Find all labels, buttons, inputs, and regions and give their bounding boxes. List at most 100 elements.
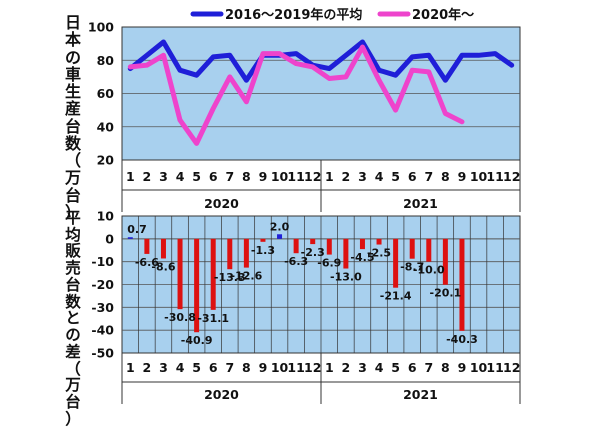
line-y-ticks: 20 40 60 80 100 xyxy=(88,20,114,168)
line-x-tick-label: 10 xyxy=(470,169,488,184)
bar xyxy=(260,238,266,242)
bar-data-label: -2.3 xyxy=(301,246,325,259)
line-x-tick-label: 5 xyxy=(192,169,201,184)
bar-data-label: -21.4 xyxy=(380,290,412,303)
bar-data-label: -13.3 xyxy=(214,271,246,284)
bar-y-tick-label: -30 xyxy=(91,300,114,315)
line-x-tick-label: 8 xyxy=(441,169,450,184)
bar xyxy=(376,238,382,245)
bar xyxy=(177,238,183,310)
bar xyxy=(127,237,133,239)
bar-x-tick-label: 4 xyxy=(375,360,384,375)
ylabel-char: 台 xyxy=(64,185,81,205)
ylabel-char: ） xyxy=(65,409,81,428)
bar-x-tick-label: 9 xyxy=(458,360,467,375)
ylabel-char: 台 xyxy=(65,275,81,294)
legend-label-avg: 2016～2019年の平均 xyxy=(225,7,362,23)
line-y-tick-label: 100 xyxy=(88,20,114,35)
year-label: 2021 xyxy=(403,387,438,402)
ylabel-char: 台 xyxy=(64,116,81,136)
bar xyxy=(359,238,365,250)
bar xyxy=(277,234,283,239)
ylabel-char: 車 xyxy=(64,64,81,84)
ylabel-char: 平 xyxy=(65,209,81,227)
bar xyxy=(144,238,150,254)
year-label: 2021 xyxy=(403,196,438,211)
bar xyxy=(343,238,349,269)
bar-data-label: -20.1 xyxy=(430,287,462,300)
bar-y-tick-label: -40 xyxy=(91,323,114,338)
year-label: 2020 xyxy=(204,196,239,211)
bar-data-label: -12.6 xyxy=(231,270,263,283)
line-x-tick-label: 7 xyxy=(225,169,234,184)
bar-data-labels: 0.7 -6.6-8.6 -30.8 -40.9 -31.1 -13.3-12.6 -1.3… xyxy=(127,220,478,347)
bar-data-label: -8.7 xyxy=(400,261,424,274)
line-x-tick-label: 3 xyxy=(358,169,367,184)
line-x-tick-label: 12 xyxy=(304,169,321,184)
line-y-tick-label: 80 xyxy=(97,53,115,68)
bar-x-tick-label: 12 xyxy=(503,360,520,375)
ylabel-char: 売 xyxy=(65,259,81,278)
bar-series-group xyxy=(127,234,465,333)
bar-x-tick-label: 10 xyxy=(271,360,289,375)
top-ylabel: 日本の車生産台数（万台） xyxy=(60,14,86,221)
line-x-tick-label: 4 xyxy=(375,169,384,184)
ylabel-char: 万 xyxy=(64,168,81,188)
bar xyxy=(243,238,249,268)
bar-x-tick-label: 6 xyxy=(408,360,417,375)
bar-y-tick-label: -20 xyxy=(91,277,114,292)
line-series-avg xyxy=(127,39,515,83)
bar xyxy=(442,238,448,285)
bar xyxy=(160,238,166,259)
bar-y-tick-label: -10 xyxy=(91,254,114,269)
ylabel-char: 生 xyxy=(64,82,81,102)
line-x-tick-label: 11 xyxy=(486,169,503,184)
line-y-tick-label: 40 xyxy=(97,119,115,134)
line-x-tick-label: 4 xyxy=(176,169,185,184)
line-x-tick-label: 1 xyxy=(126,169,135,184)
ylabel-char: 差 xyxy=(65,342,81,361)
line-x-tick-label: 6 xyxy=(209,169,218,184)
bar-data-label: 2.0 xyxy=(270,220,290,233)
bar xyxy=(210,238,216,310)
legend-label-2020: 2020年～ xyxy=(412,7,474,23)
bar-y-tick-label: 0 xyxy=(105,231,114,246)
line-x-tick-label: 3 xyxy=(159,169,168,184)
line-gridlines xyxy=(122,59,520,128)
bar-x-tick-label: 5 xyxy=(391,360,400,375)
bar-x-tick-label: 7 xyxy=(225,360,234,375)
bar-data-label: -40.9 xyxy=(181,334,213,347)
ylabel-char: （ xyxy=(64,151,81,171)
bar-x-tick-label: 11 xyxy=(287,360,304,375)
line-series-2020 xyxy=(127,44,465,146)
bar-data-label: -8.6 xyxy=(151,260,175,273)
bar-x-tick-label: 7 xyxy=(424,360,433,375)
bar-data-label: -2.5 xyxy=(367,247,391,260)
bar-y-tick-label: -50 xyxy=(91,346,114,361)
line-x-ticks: 1 2 3 4 5 6 7 8 9 10 11 12 1 2 3 4 5 6 7 8 9 10 11 12 xyxy=(126,169,520,184)
bar-x-tick-label: 8 xyxy=(441,360,450,375)
bar xyxy=(293,238,299,254)
ylabel-char: 産 xyxy=(64,99,81,119)
bar-x-tick-label: 9 xyxy=(259,360,268,375)
bar-x-tick-label: 1 xyxy=(325,360,334,375)
bar-x-tick-label: 1 xyxy=(126,360,135,375)
line-x-tick-label: 7 xyxy=(424,169,433,184)
bar-data-label: -6.6 xyxy=(135,256,159,269)
line-x-tick-label: 5 xyxy=(391,169,400,184)
ylabel-char: 数 xyxy=(64,133,81,153)
line-x-tick-label: 1 xyxy=(325,169,334,184)
line-x-tick-label: 10 xyxy=(271,169,289,184)
line-x-tick-label: 9 xyxy=(458,169,467,184)
bar-x-tick-label: 11 xyxy=(486,360,503,375)
line-x-tick-label: 12 xyxy=(503,169,520,184)
bar-x-tick-label: 2 xyxy=(143,360,152,375)
bar-data-label: 0.7 xyxy=(127,223,146,236)
line-x-tick-label: 9 xyxy=(259,169,268,184)
ylabel-char: （ xyxy=(65,359,81,378)
line-series-group xyxy=(127,39,515,146)
bar xyxy=(426,238,432,262)
bar-x-tick-label: 6 xyxy=(209,360,218,375)
ylabel-char: 万 xyxy=(65,376,81,395)
